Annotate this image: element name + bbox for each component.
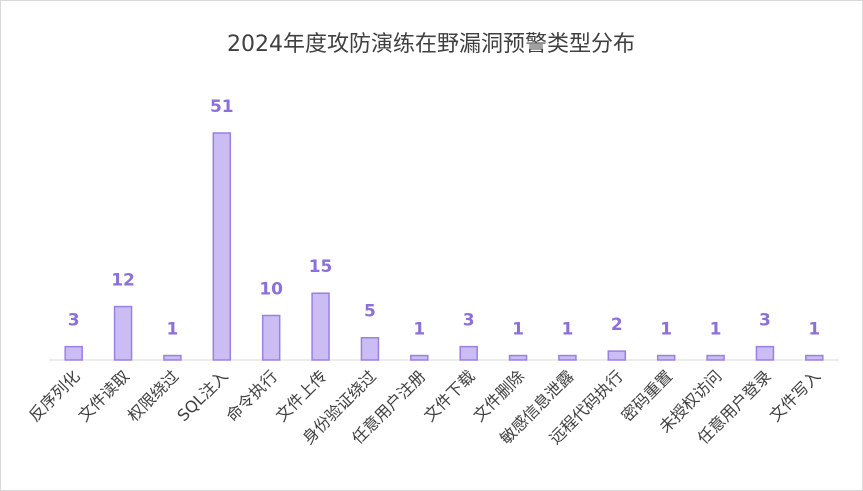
data-label: 3: [68, 311, 80, 331]
bar: [212, 132, 232, 361]
data-label: 1: [167, 320, 179, 340]
data-label: 1: [710, 320, 722, 340]
data-label: 51: [210, 97, 234, 117]
bar: [508, 354, 528, 361]
bar: [410, 354, 429, 361]
data-label: 1: [660, 320, 672, 340]
bar: [360, 336, 380, 361]
bar: [459, 345, 478, 361]
data-label: 1: [413, 320, 425, 340]
bar: [656, 354, 676, 361]
data-label: 10: [259, 279, 283, 299]
data-label: 15: [309, 257, 333, 277]
data-label: 2: [611, 315, 623, 335]
data-label: 3: [463, 311, 475, 331]
bar: [113, 305, 133, 361]
bar: [558, 354, 577, 361]
data-label: 1: [808, 320, 820, 340]
data-label: 3: [759, 311, 771, 331]
bar: [261, 314, 281, 361]
bar: [805, 354, 824, 361]
bar: [607, 350, 627, 361]
chart-title: 2024年度攻防演练在野漏洞预警类型分布: [227, 32, 635, 57]
data-label: 12: [111, 271, 135, 291]
bar: [755, 345, 775, 361]
bar: [706, 354, 725, 361]
data-label: 1: [562, 320, 574, 340]
bar: [64, 345, 83, 361]
data-label: 1: [512, 320, 524, 340]
bar: [163, 354, 182, 361]
bar: [311, 292, 330, 361]
data-label: 5: [364, 302, 376, 322]
